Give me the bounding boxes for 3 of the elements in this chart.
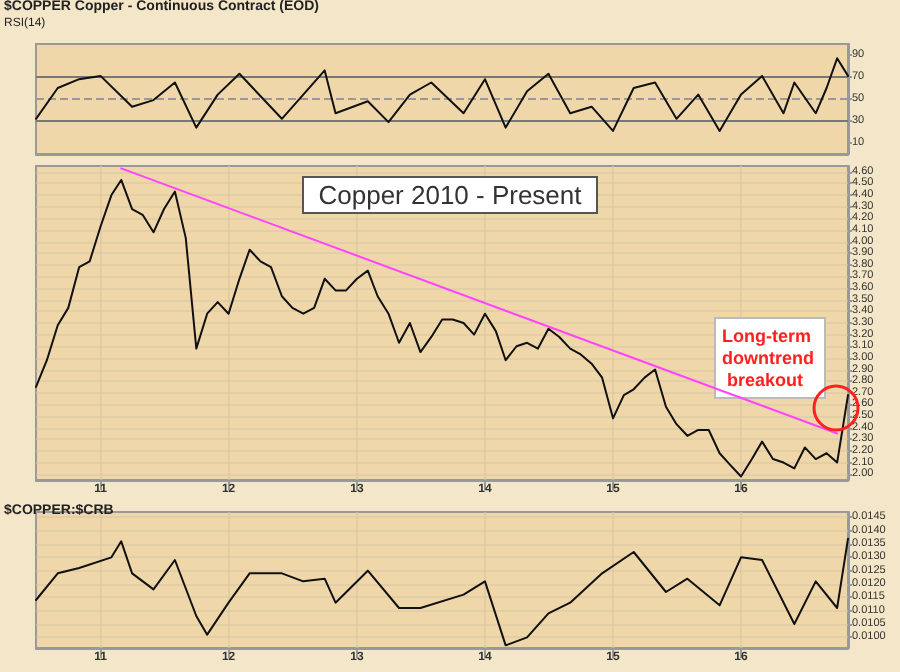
line-series [35, 57, 849, 132]
text: Copper 2010 - Present [318, 180, 583, 210]
annotation: Long-term downtrend breakout [722, 326, 816, 391]
